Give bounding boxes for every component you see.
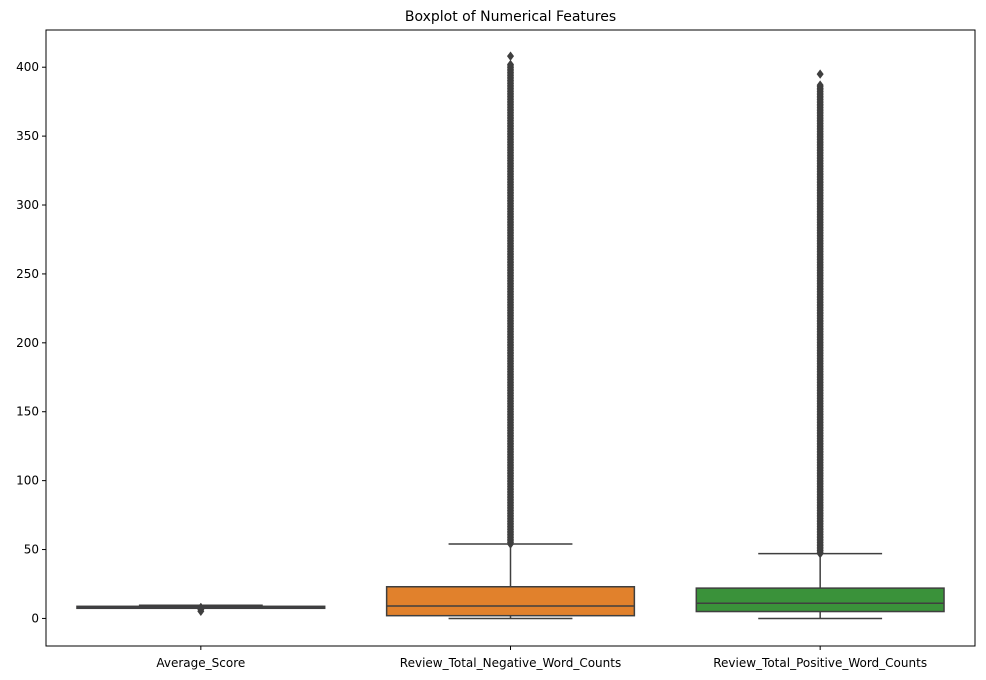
y-tick-label: 150 (16, 405, 39, 419)
outlier-point (816, 69, 824, 79)
box-group (385, 51, 636, 620)
x-tick-label: Average_Score (156, 656, 245, 670)
y-tick-label: 400 (16, 60, 39, 74)
y-tick-label: 50 (24, 543, 39, 557)
outlier-point (816, 80, 824, 90)
chart-title: Boxplot of Numerical Features (405, 9, 616, 25)
box-group (76, 602, 326, 616)
x-axis: Average_Score Review_Total_Negative_Word_… (156, 646, 927, 670)
y-axis: 0 50 100 150 200 250 300 350 400 (16, 60, 46, 625)
y-tick-label: 250 (16, 267, 39, 281)
y-tick-label: 0 (31, 611, 39, 625)
box-iqr (385, 585, 636, 617)
y-tick-label: 200 (16, 336, 39, 350)
y-tick-label: 350 (16, 129, 39, 143)
box-iqr (695, 587, 945, 613)
box-group (695, 69, 945, 620)
x-tick-label: Review_Total_Positive_Word_Counts (713, 656, 927, 670)
plot-area (76, 51, 945, 620)
outlier-point (506, 51, 515, 61)
outlier-point (506, 59, 515, 70)
y-tick-label: 300 (16, 198, 39, 212)
y-tick-label: 100 (16, 474, 39, 488)
x-tick-label: Review_Total_Negative_Word_Counts (400, 656, 621, 670)
